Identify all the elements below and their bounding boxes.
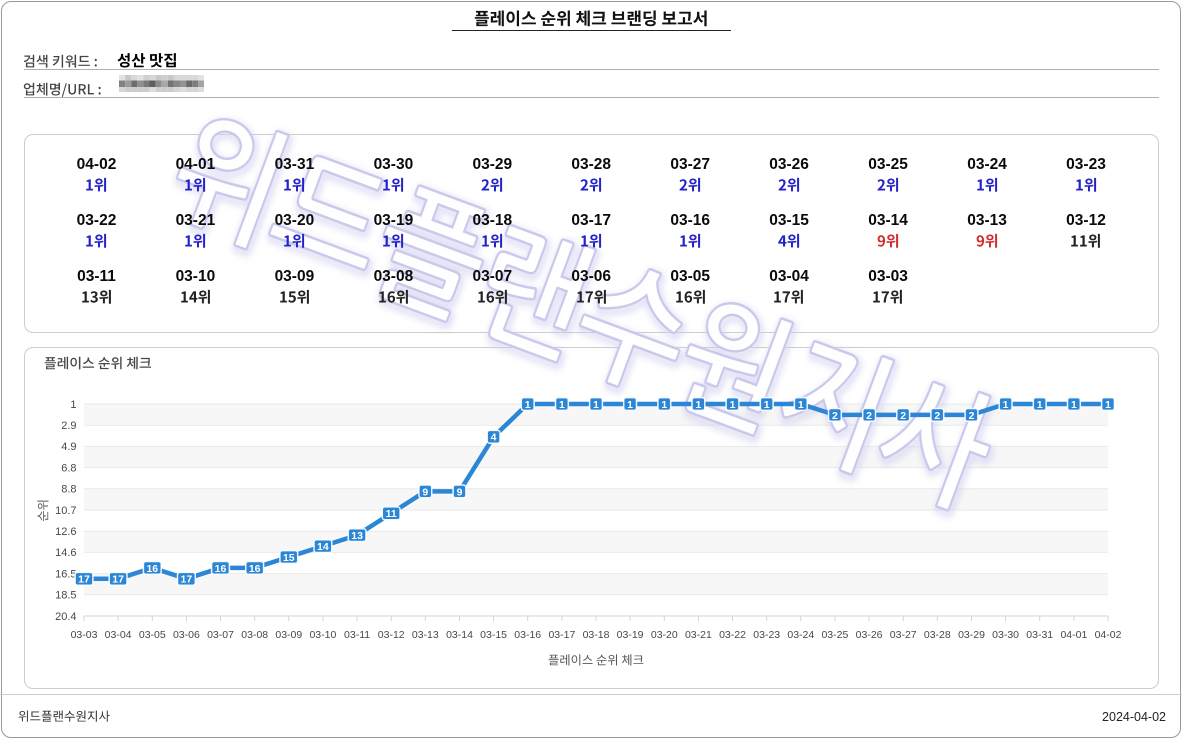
svg-text:1: 1	[730, 399, 736, 411]
svg-text:1: 1	[1071, 399, 1077, 411]
svg-text:04-02: 04-02	[1095, 629, 1122, 641]
svg-text:1: 1	[798, 399, 804, 411]
svg-text:9: 9	[457, 486, 463, 498]
svg-text:03-04: 03-04	[105, 629, 132, 641]
svg-text:1: 1	[525, 399, 531, 411]
svg-text:2: 2	[934, 410, 940, 422]
svg-text:04-01: 04-01	[1060, 629, 1087, 641]
svg-text:03-11: 03-11	[344, 629, 370, 641]
svg-text:20.4: 20.4	[55, 611, 76, 623]
svg-text:17: 17	[181, 574, 193, 586]
svg-text:15: 15	[283, 552, 295, 564]
svg-text:03-23: 03-23	[753, 629, 780, 641]
svg-text:03-12: 03-12	[378, 629, 405, 641]
svg-text:03-20: 03-20	[651, 629, 678, 641]
svg-text:6.8: 6.8	[61, 462, 76, 474]
svg-text:03-03: 03-03	[71, 629, 98, 641]
svg-text:03-08: 03-08	[241, 629, 268, 641]
svg-text:16.5: 16.5	[55, 568, 76, 580]
svg-text:03-13: 03-13	[412, 629, 439, 641]
svg-text:1: 1	[661, 399, 667, 411]
svg-text:03-17: 03-17	[548, 629, 575, 641]
svg-text:2: 2	[900, 410, 906, 422]
svg-text:4: 4	[491, 432, 497, 444]
svg-text:03-28: 03-28	[924, 629, 951, 641]
svg-text:03-15: 03-15	[480, 629, 507, 641]
svg-text:9: 9	[422, 486, 428, 498]
svg-text:1: 1	[627, 399, 633, 411]
svg-text:10.7: 10.7	[55, 505, 76, 517]
svg-text:17: 17	[78, 574, 90, 586]
svg-text:16: 16	[215, 563, 227, 575]
svg-text:2: 2	[832, 410, 838, 422]
svg-text:03-25: 03-25	[821, 629, 848, 641]
svg-text:14: 14	[317, 541, 329, 553]
svg-text:16: 16	[249, 563, 261, 575]
svg-text:8.8: 8.8	[61, 484, 76, 496]
svg-text:17: 17	[112, 574, 124, 586]
svg-text:03-21: 03-21	[685, 629, 712, 641]
svg-text:13: 13	[351, 530, 363, 542]
svg-text:03-31: 03-31	[1026, 629, 1053, 641]
svg-text:03-29: 03-29	[958, 629, 985, 641]
svg-text:03-19: 03-19	[617, 629, 644, 641]
svg-text:03-07: 03-07	[207, 629, 234, 641]
svg-text:03-27: 03-27	[890, 629, 917, 641]
svg-text:03-22: 03-22	[719, 629, 746, 641]
svg-text:4.9: 4.9	[61, 441, 76, 453]
svg-text:1: 1	[1037, 399, 1043, 411]
svg-text:1: 1	[695, 399, 701, 411]
svg-text:03-18: 03-18	[583, 629, 610, 641]
svg-text:03-05: 03-05	[139, 629, 166, 641]
svg-text:2.9: 2.9	[61, 420, 76, 432]
svg-text:16: 16	[146, 563, 158, 575]
svg-text:14.6: 14.6	[55, 547, 76, 559]
svg-text:1: 1	[559, 399, 565, 411]
svg-text:03-09: 03-09	[275, 629, 302, 641]
svg-text:1: 1	[1003, 399, 1009, 411]
svg-text:2: 2	[866, 410, 872, 422]
svg-text:03-24: 03-24	[787, 629, 814, 641]
svg-text:03-06: 03-06	[173, 629, 200, 641]
svg-text:03-14: 03-14	[446, 629, 473, 641]
svg-text:1: 1	[764, 399, 770, 411]
svg-text:03-10: 03-10	[309, 629, 336, 641]
svg-text:2: 2	[969, 410, 975, 422]
svg-text:03-30: 03-30	[992, 629, 1019, 641]
svg-text:03-16: 03-16	[514, 629, 541, 641]
svg-text:1: 1	[70, 399, 76, 411]
svg-text:18.5: 18.5	[55, 590, 76, 602]
svg-text:1: 1	[593, 399, 599, 411]
svg-text:1: 1	[1105, 399, 1111, 411]
svg-text:12.6: 12.6	[55, 526, 76, 538]
svg-text:03-26: 03-26	[856, 629, 883, 641]
svg-text:11: 11	[386, 508, 397, 520]
